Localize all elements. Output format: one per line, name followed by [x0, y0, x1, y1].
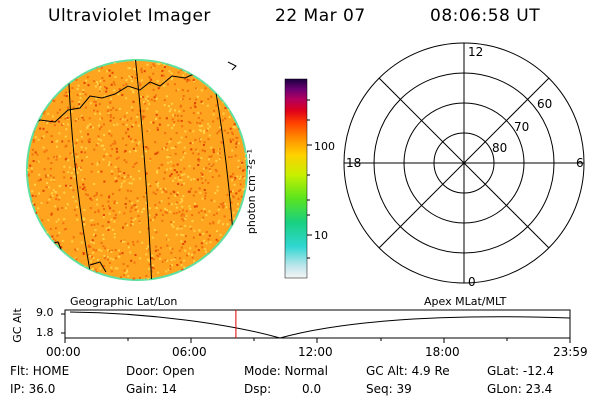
- timeline-x-tick-label: 23:59: [553, 345, 588, 359]
- coastline: [89, 261, 107, 273]
- polar-plot: [343, 42, 585, 284]
- timeline-y-ticks: [61, 313, 65, 334]
- mode-status: Mode: Normal: [244, 364, 328, 378]
- timeline-y-axis-label: GC Alt: [10, 308, 24, 343]
- mlt-label-6: 6: [576, 156, 584, 170]
- timeline-left-caption: Geographic Lat/Lon: [70, 295, 178, 308]
- door-status: Door: Open: [126, 364, 195, 378]
- timeline-x-ticks: [64, 338, 571, 343]
- timeline-y-tick-label: 1.8: [36, 326, 54, 339]
- uv-image: [26, 59, 248, 281]
- longitude-line: [134, 60, 153, 280]
- glon-status: GLon: 23.4: [487, 382, 553, 396]
- ip-status: IP: 36.0: [10, 382, 56, 396]
- color-bar-ticks: [307, 99, 312, 259]
- coastline: [227, 61, 237, 71]
- color-bar: [284, 78, 312, 279]
- timeline-x-tick-label: 12:00: [298, 345, 333, 359]
- seq-status: Seq: 39: [366, 382, 412, 396]
- mlt-label-0: 0: [468, 275, 476, 289]
- mlat-label-60: 60: [537, 97, 553, 111]
- altitude-curve: [69, 311, 571, 339]
- timeline-plot: [61, 309, 571, 343]
- gain-status: Gain: 14: [126, 382, 177, 396]
- gc-alt-status: GC Alt: 4.9 Re: [366, 364, 450, 378]
- timeline-x-tick-label: 00:00: [46, 345, 81, 359]
- instrument-title: Ultraviolet Imager: [48, 6, 211, 26]
- mlat-label-70: 70: [514, 120, 530, 134]
- mlat-label-80: 80: [492, 141, 508, 155]
- image-time: 08:06:58 UT: [430, 6, 541, 26]
- image-date: 22 Mar 07: [275, 6, 366, 26]
- timeline-right-caption: Apex MLat/MLT: [424, 295, 507, 308]
- mlt-label-18: 18: [346, 156, 362, 170]
- mlt-label-12: 12: [468, 45, 484, 59]
- timeline-y-tick-label: 9.0: [36, 306, 54, 319]
- coastline: [227, 247, 236, 273]
- color-bar-unit: photon cm⁻²s⁻¹: [245, 148, 259, 235]
- color-bar-tick-label: 10: [314, 229, 328, 242]
- dsp-value: 0.0: [302, 382, 322, 396]
- timeline-x-tick-label: 18:00: [425, 345, 460, 359]
- color-bar-tick-label: 100: [314, 140, 335, 153]
- earth-disk: [26, 59, 248, 281]
- flt-status: Flt: HOME: [10, 364, 70, 378]
- glat-status: GLat: -12.4: [487, 364, 554, 378]
- timeline-x-tick-label: 06:00: [172, 345, 207, 359]
- dsp-label: Dsp:: [244, 382, 272, 396]
